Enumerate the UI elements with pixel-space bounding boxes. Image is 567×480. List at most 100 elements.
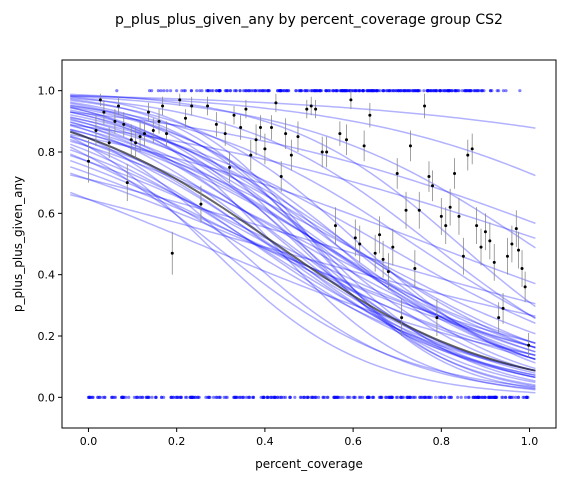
fit-curve (70, 93, 536, 308)
observation-point (298, 89, 302, 93)
observation-point (388, 395, 392, 399)
observation-point (246, 89, 250, 93)
observation-point (429, 395, 433, 399)
observation-point (434, 89, 438, 93)
binned-point (439, 214, 443, 218)
observation-point (312, 89, 316, 93)
binned-point (501, 306, 505, 310)
observation-point (96, 395, 100, 399)
observation-point (411, 89, 416, 93)
fit-curve (70, 124, 536, 239)
observation-point (423, 395, 428, 399)
observation-point (460, 89, 464, 93)
observation-point (438, 89, 442, 93)
observation-point (431, 89, 436, 93)
x-tick-label: 0.2 (168, 435, 186, 448)
fit-curve (70, 101, 536, 382)
binned-point (223, 132, 227, 136)
observation-point (406, 89, 410, 93)
observation-point (103, 395, 107, 399)
observation-point (215, 395, 219, 399)
observation-point (185, 395, 189, 399)
binned-point (427, 175, 431, 179)
observation-point (241, 89, 246, 93)
binned-point (492, 260, 496, 264)
observation-point (234, 89, 238, 93)
binned-point (116, 104, 120, 108)
binned-point (199, 202, 203, 206)
binned-point (320, 150, 324, 154)
binned-point (378, 233, 382, 237)
binned-point (400, 316, 404, 320)
binned-point (514, 227, 518, 231)
observation-point (493, 395, 497, 399)
fit-curve (70, 133, 536, 285)
fit-curve (70, 174, 536, 305)
binned-point (404, 208, 408, 212)
y-tick-label: 0.0 (38, 391, 56, 404)
binned-point (344, 138, 348, 142)
binned-point (165, 132, 169, 136)
y-axis-ticks: 0.0 0.2 0.4 0.6 0.8 1.0 (38, 85, 62, 404)
observation-point (282, 395, 286, 399)
binned-point (94, 129, 98, 133)
binned-point (461, 254, 465, 258)
observation-point (180, 89, 184, 93)
observation-point (466, 395, 470, 399)
observation-point (408, 395, 412, 399)
observation-point (222, 395, 226, 399)
binned-point (138, 135, 142, 139)
observation-point (206, 395, 210, 399)
observation-point (169, 89, 173, 93)
observation-point (137, 395, 142, 399)
observation-point (115, 89, 119, 93)
observation-point (273, 395, 277, 399)
observation-point (418, 89, 422, 93)
binned-point (122, 122, 126, 126)
observation-point (178, 395, 182, 399)
mean-fit (69, 130, 536, 372)
observation-point (341, 395, 345, 399)
binned-point (190, 104, 194, 108)
observation-point (443, 395, 447, 399)
binned-point (386, 270, 390, 274)
observation-point (360, 89, 365, 93)
binned-point (444, 224, 448, 228)
binned-point (254, 138, 258, 142)
binned-point (517, 248, 521, 252)
observation-point (439, 395, 443, 399)
binned-point (417, 208, 421, 212)
observation-point (453, 89, 458, 93)
observation-point (395, 395, 400, 399)
observation-point (501, 395, 505, 399)
observation-point (352, 395, 356, 399)
observation-point (238, 89, 242, 93)
binned-point (274, 101, 278, 105)
binned-point (435, 316, 439, 320)
fit-curve (70, 111, 536, 379)
binned-point (279, 175, 283, 179)
y-tick-label: 0.4 (38, 269, 56, 282)
observation-point (320, 89, 324, 93)
observation-point (525, 395, 529, 399)
fit-curve (69, 130, 536, 376)
binned-point (325, 150, 329, 154)
binned-point (98, 98, 102, 102)
binned-point (125, 181, 129, 185)
observation-point (331, 89, 335, 93)
observation-point (405, 395, 409, 399)
fit-curve (69, 153, 536, 372)
observation-point (211, 89, 215, 93)
binned-point (413, 267, 417, 271)
observation-point (277, 89, 281, 93)
observation-point (384, 89, 388, 93)
observation-point (504, 89, 508, 93)
observation-point (288, 395, 292, 399)
fit-curve (70, 111, 536, 361)
binned-point (305, 107, 309, 111)
observation-point (191, 395, 196, 399)
binned-point (151, 129, 155, 133)
observation-point (217, 89, 222, 93)
observation-point (293, 395, 297, 399)
